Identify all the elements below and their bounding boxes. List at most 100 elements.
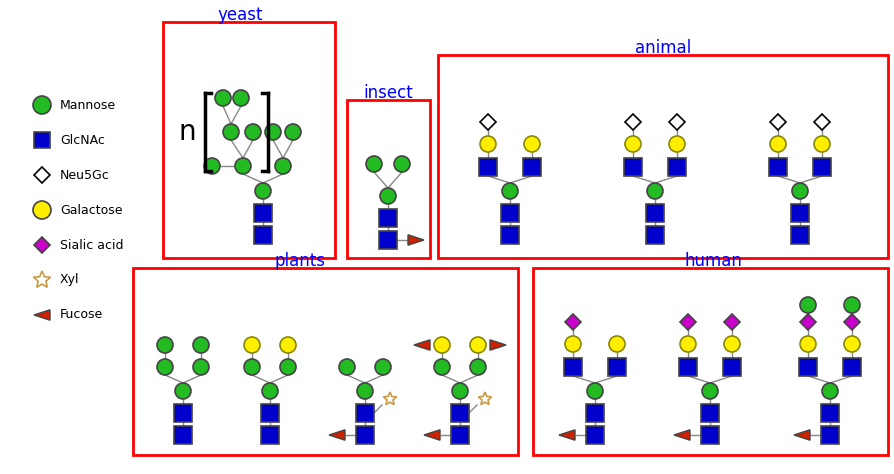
Polygon shape — [34, 167, 50, 183]
Polygon shape — [33, 271, 50, 287]
Bar — [163, 22, 334, 258]
Circle shape — [701, 383, 717, 399]
Polygon shape — [624, 114, 640, 130]
Bar — [501, 204, 519, 222]
Bar — [842, 358, 860, 376]
Circle shape — [33, 201, 51, 219]
Circle shape — [244, 337, 260, 353]
Circle shape — [523, 136, 539, 152]
Polygon shape — [424, 430, 440, 440]
Circle shape — [265, 124, 281, 140]
Bar — [820, 426, 838, 444]
Circle shape — [723, 336, 739, 352]
Bar — [679, 358, 696, 376]
Bar — [437, 55, 887, 258]
Bar — [645, 204, 663, 222]
Circle shape — [791, 183, 807, 199]
Circle shape — [502, 183, 518, 199]
Polygon shape — [559, 430, 574, 440]
Circle shape — [223, 124, 239, 140]
Text: Fucose: Fucose — [60, 309, 103, 321]
Bar — [700, 426, 718, 444]
Polygon shape — [723, 314, 739, 330]
Bar — [667, 158, 685, 176]
Circle shape — [679, 336, 696, 352]
Bar — [768, 158, 786, 176]
Bar — [533, 268, 887, 455]
Polygon shape — [383, 392, 396, 405]
Bar — [261, 426, 279, 444]
Circle shape — [451, 383, 468, 399]
Circle shape — [232, 90, 249, 106]
Bar — [607, 358, 625, 376]
Circle shape — [156, 359, 173, 375]
Text: Sialic acid: Sialic acid — [60, 238, 123, 252]
Text: Mannose: Mannose — [60, 99, 116, 111]
Text: animal: animal — [634, 39, 690, 57]
Circle shape — [821, 383, 837, 399]
Circle shape — [843, 336, 859, 352]
Circle shape — [843, 297, 859, 313]
Circle shape — [339, 359, 355, 375]
Bar — [798, 358, 816, 376]
Polygon shape — [329, 430, 344, 440]
Circle shape — [280, 337, 296, 353]
Bar — [254, 226, 272, 244]
Circle shape — [469, 337, 485, 353]
Polygon shape — [414, 340, 429, 350]
Text: insect: insect — [363, 84, 412, 102]
Bar — [722, 358, 740, 376]
Polygon shape — [799, 314, 815, 330]
Circle shape — [479, 136, 495, 152]
Polygon shape — [673, 430, 689, 440]
Circle shape — [245, 124, 261, 140]
Bar — [812, 158, 830, 176]
Bar — [820, 404, 838, 422]
Text: yeast: yeast — [217, 6, 263, 24]
Text: Galactose: Galactose — [60, 203, 122, 217]
Bar — [451, 404, 468, 422]
Bar — [261, 404, 279, 422]
Bar — [790, 204, 808, 222]
Circle shape — [434, 337, 450, 353]
Circle shape — [799, 336, 815, 352]
Bar — [356, 426, 374, 444]
Circle shape — [175, 383, 190, 399]
Bar — [356, 404, 374, 422]
Text: plants: plants — [274, 252, 325, 270]
Polygon shape — [679, 314, 696, 330]
Circle shape — [33, 96, 51, 114]
Polygon shape — [408, 235, 424, 245]
Circle shape — [193, 359, 209, 375]
Circle shape — [366, 156, 382, 172]
Circle shape — [280, 359, 296, 375]
Circle shape — [193, 337, 209, 353]
Bar — [347, 100, 429, 258]
Circle shape — [393, 156, 409, 172]
Circle shape — [375, 359, 391, 375]
Circle shape — [769, 136, 785, 152]
Circle shape — [284, 124, 300, 140]
Polygon shape — [793, 430, 809, 440]
Bar — [173, 426, 192, 444]
Circle shape — [156, 337, 173, 353]
Circle shape — [215, 90, 231, 106]
Bar — [378, 231, 397, 249]
Polygon shape — [477, 392, 491, 405]
Bar — [790, 226, 808, 244]
Bar — [451, 426, 468, 444]
Circle shape — [380, 188, 395, 204]
Text: Xyl: Xyl — [60, 273, 80, 286]
Polygon shape — [668, 114, 684, 130]
Circle shape — [262, 383, 278, 399]
Polygon shape — [479, 114, 495, 130]
Text: human: human — [683, 252, 741, 270]
Circle shape — [274, 158, 291, 174]
Polygon shape — [564, 314, 580, 330]
Bar — [501, 226, 519, 244]
Circle shape — [799, 297, 815, 313]
Bar — [378, 209, 397, 227]
Bar — [173, 404, 192, 422]
Circle shape — [469, 359, 485, 375]
Text: n: n — [178, 118, 196, 146]
